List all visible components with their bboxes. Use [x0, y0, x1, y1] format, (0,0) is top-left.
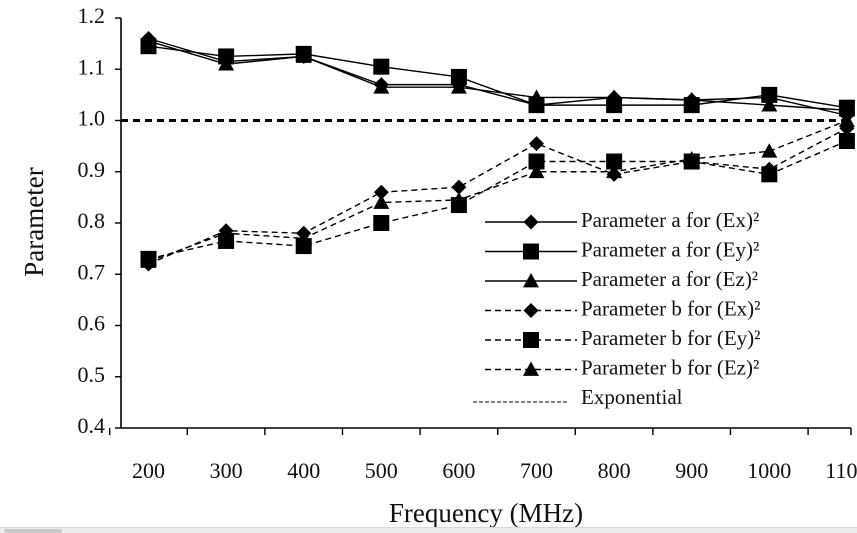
y-tick-label: 1.0 [78, 106, 106, 131]
series-1-line [148, 37, 848, 117]
series-3-triangle-point [218, 56, 235, 71]
x-tick-label: 800 [598, 458, 631, 483]
series-3-triangle-point [606, 89, 623, 104]
x-tick-label: 700 [520, 458, 553, 483]
series-6-triangle-point [683, 150, 700, 166]
y-tick-label: 0.4 [78, 413, 106, 438]
y-axis-title: Parameter [19, 167, 49, 276]
series-4-diamond-point [529, 136, 544, 152]
series-5-line [148, 140, 848, 260]
legend-item-5-square-marker [523, 332, 539, 348]
scrollbar-thumb[interactable] [4, 529, 62, 533]
series-3-triangle-point [838, 102, 855, 117]
legend-item-3-label: Parameter a for (Ez)² [581, 267, 758, 291]
series-3-triangle-point [528, 89, 545, 104]
legend-item-1-diamond-marker [523, 214, 539, 230]
y-axis-title-group: Parameter [19, 167, 49, 276]
series-6-triangle-point [528, 163, 545, 179]
legend-item-7-label: Exponential [581, 385, 683, 409]
series-2-square-point [373, 58, 390, 75]
y-tick-label: 0.5 [78, 362, 106, 387]
legend-item-6-triangle-marker [523, 361, 539, 376]
x-tick-label: 500 [365, 458, 398, 483]
series-3-line [148, 40, 847, 111]
series-6-line [148, 119, 848, 263]
legend-item-4-diamond-marker [523, 303, 539, 318]
series-6-triangle-point [218, 225, 235, 240]
x-tick-label: 600 [442, 458, 475, 483]
series-4-diamond-point [451, 179, 467, 195]
series-2-line [148, 45, 848, 109]
series-6-triangle-point [295, 230, 312, 245]
legend: Parameter a for (Ex)² Parameter a for (Ey… [473, 208, 760, 409]
series-3-triangle-point [373, 79, 390, 94]
series-6-triangle-point [450, 191, 467, 207]
y-tick-label: 0.6 [78, 311, 106, 336]
x-tick-label: 300 [210, 458, 243, 483]
legend-item-3-triangle-marker [523, 273, 539, 288]
y-tick-label: 0.9 [78, 157, 106, 182]
plot-area: 0.4 0.5 0.6 0.7 0.8 0.9 1.0 1.1 1.2 200 300 400 500 6… [78, 3, 857, 483]
series-6-triangle-point [373, 194, 390, 209]
series-6-triangle-point [606, 163, 623, 179]
series-6-triangle-point [761, 143, 778, 158]
series-2-square-point [761, 86, 778, 103]
x-axis-title: Frequency (MHz) [389, 498, 583, 528]
series-2-square-point [450, 68, 467, 85]
horizontal-scrollbar[interactable] [0, 527, 857, 533]
legend-item-2-square-marker [523, 243, 539, 260]
series-5-square-point [838, 133, 855, 149]
series-5-square-point [528, 153, 545, 170]
y-tick-label: 1.1 [78, 54, 106, 79]
x-tick-label: 1100 [825, 458, 857, 483]
series-4-diamond-point [373, 184, 389, 200]
y-tick-label: 1.2 [78, 3, 106, 28]
series-6-triangle-point [140, 253, 157, 268]
series-5-square-point [761, 166, 778, 183]
x-tick-label: 200 [132, 458, 165, 483]
series-4-line [148, 127, 848, 265]
x-tick-label: 900 [675, 458, 708, 483]
legend-item-1-label: Parameter a for (Ex)² [581, 208, 759, 232]
x-tick-label: 1000 [747, 458, 791, 483]
legend-item-2-label: Parameter a for (Ey)² [581, 237, 759, 261]
legend-item-6-label: Parameter b for (Ez)² [581, 355, 759, 379]
series-3-triangle-point [450, 79, 467, 94]
legend-item-4-label: Parameter b for (Ex)² [581, 296, 760, 320]
series-3-triangle-point [761, 97, 778, 112]
x-tick-label: 400 [287, 458, 320, 483]
series-3-triangle-point [140, 33, 157, 48]
legend-item-5-label: Parameter b for (Ey)² [581, 326, 760, 350]
y-tick-label: 0.7 [78, 259, 106, 284]
series-3-triangle-point [295, 48, 312, 63]
series-3-triangle-point [683, 92, 700, 107]
series-5-square-point [373, 215, 390, 231]
y-tick-label: 0.8 [78, 208, 106, 233]
series-5-square-point [606, 153, 623, 170]
